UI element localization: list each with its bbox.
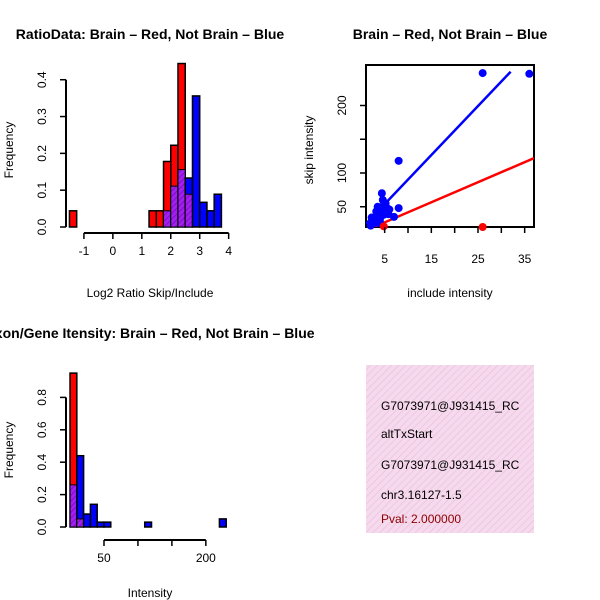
info-clip-mask (534, 395, 600, 535)
not-brain-fit-line (366, 70, 512, 225)
histogram-bar (148, 210, 158, 228)
y-axis-label: Frequency (2, 422, 16, 479)
y-tick-label: 0.3 (35, 108, 49, 125)
histogram-bar (198, 201, 208, 228)
histogram-bar (206, 210, 215, 228)
overlap-bar (184, 193, 193, 228)
x-axis-label: Log2 Ratio Skip/Include (87, 286, 214, 300)
info-event-type: altTxStart (381, 427, 433, 441)
x-tick-label: 5 (381, 252, 388, 266)
not-brain-point (525, 69, 534, 78)
overlap-bar (163, 210, 172, 228)
info-panel-background (366, 365, 534, 533)
intensity-histogram-panel: Exon/Gene Itensity: Brain – Red, Not Bra… (0, 325, 315, 600)
not-brain-point (478, 69, 487, 78)
chart-title: Exon/Gene Itensity: Brain – Red, Not Bra… (0, 325, 315, 341)
histogram-bar (218, 518, 227, 528)
not-brain-point (378, 196, 387, 204)
chart-title: Brain – Red, Not Brain – Blue (353, 26, 548, 42)
plot-frame (365, 64, 535, 228)
x-tick-label: 1 (138, 244, 145, 258)
y-tick-label: 100 (335, 163, 349, 183)
x-tick-label: 15 (425, 252, 439, 266)
not-brain-point (377, 189, 386, 198)
chart-title: RatioData: Brain – Red, Not Brain – Blue (16, 26, 285, 42)
info-id-line-2: G7073971@J931415_RC (381, 458, 520, 472)
y-axis-label: Frequency (2, 122, 16, 179)
info-pvalue: Pval: 2.000000 (381, 512, 461, 526)
y-tick-label: 50 (335, 200, 349, 214)
x-tick-label: 3 (196, 244, 203, 258)
histogram-bar (103, 521, 112, 528)
x-tick-label: 0 (110, 244, 117, 258)
histogram-bar (213, 193, 223, 228)
histogram-bar (191, 95, 201, 228)
y-tick-label: 0.1 (35, 182, 49, 199)
scatter-panel: Brain – Red, Not Brain – Blue 5 15 25 35 50… (302, 26, 547, 300)
histogram-bar (68, 210, 78, 228)
x-tick-label: 2 (167, 244, 174, 258)
y-tick-label: 0.2 (35, 145, 49, 162)
y-tick-label: 0.4 (35, 71, 49, 88)
not-brain-point (384, 210, 393, 219)
overlap-bar (170, 185, 179, 228)
x-tick-label: 4 (225, 244, 232, 258)
not-brain-point (394, 204, 403, 213)
not-brain-point (367, 213, 376, 222)
overlap-bar (177, 169, 186, 228)
histogram-bar (96, 521, 105, 528)
x-tick-label: 200 (196, 551, 216, 565)
x-tick-label: 35 (518, 252, 532, 266)
y-tick-label: 200 (335, 95, 349, 115)
info-location: chr3.16127-1.5 (381, 488, 462, 502)
overlap-bar (76, 518, 85, 528)
x-tick-label: 25 (471, 252, 485, 266)
histogram-bar (143, 521, 153, 528)
y-axis-label: skip intensity (302, 116, 316, 185)
y-tick-label: 0.4 (35, 454, 49, 471)
histogram-bar (76, 454, 85, 528)
overlap-bar (69, 484, 78, 528)
x-axis-label: Intensity (128, 586, 173, 600)
histogram-bar (155, 210, 165, 228)
y-tick-label: 0.6 (35, 421, 49, 438)
x-tick-label: -1 (79, 244, 90, 258)
y-tick-label: 0.0 (35, 218, 49, 235)
histogram-bar (89, 503, 98, 528)
info-panel: G7073971@J931415_RC altTxStart G7073971@… (366, 365, 534, 533)
x-axis-label: include intensity (407, 286, 492, 300)
brain-point (478, 223, 487, 231)
brain-point (379, 222, 388, 231)
y-tick-label: 0.2 (35, 486, 49, 503)
x-tick-label: 50 (97, 551, 111, 565)
y-tick-label: 0.0 (35, 518, 49, 535)
not-brain-point (394, 156, 403, 165)
histogram-bar (82, 513, 92, 528)
ratio-histogram-panel: RatioData: Brain – Red, Not Brain – Blue… (2, 26, 284, 300)
info-id-line: G7073971@J931415_RC (381, 399, 520, 413)
y-tick-label: 0.8 (35, 389, 49, 406)
not-brain-point (372, 207, 381, 216)
